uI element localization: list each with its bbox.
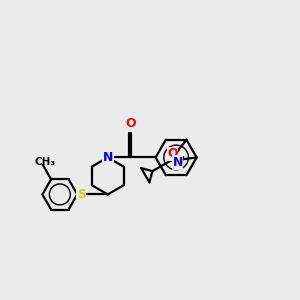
Text: CH₃: CH₃ [34,157,55,167]
Text: O: O [167,147,178,160]
Text: N: N [103,151,113,164]
Text: O: O [125,117,136,130]
Text: S: S [76,188,85,201]
Text: N: N [172,156,183,169]
